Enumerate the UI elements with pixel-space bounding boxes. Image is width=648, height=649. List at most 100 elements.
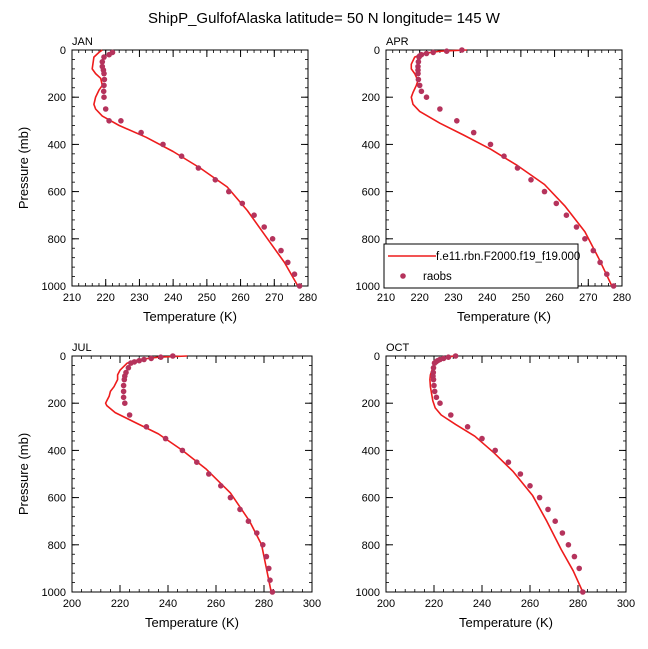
raobs-point [610,283,617,289]
raobs-point [437,400,443,407]
raobs-point [431,360,438,366]
raobs-point [160,141,166,148]
raobs-point [106,118,112,124]
raobs-point [545,506,551,513]
raobs-point [454,118,460,124]
plot-frame [385,355,627,593]
raobs-point [431,388,438,395]
x-tick-label: 220 [97,292,115,304]
y-tick-label: 800 [362,234,380,246]
raobs-point [487,141,494,148]
y-tick-label: 800 [48,540,66,552]
raobs-point [416,82,423,89]
x-tick-label: 200 [377,598,395,610]
raobs-point [237,506,243,513]
raobs-point [120,382,127,389]
y-tick-label: 800 [48,234,66,246]
y-tick-label: 600 [362,187,380,199]
raobs-point [136,357,142,364]
model-line [429,355,584,593]
raobs-point [479,435,485,442]
legend-raobs-marker [400,273,406,279]
x-tick-label: 210 [63,292,81,304]
y-tick-label: 0 [374,351,380,363]
raobs-point [464,424,471,430]
raobs-point [162,435,169,442]
x-tick-label: 300 [617,598,635,610]
raobs-point [580,589,586,595]
raobs-point [452,353,459,359]
raobs-point [261,224,268,230]
raobs-point [178,153,185,159]
y-tick-label: 1000 [42,587,66,599]
raobs-point [102,106,109,112]
panel-label: APR [386,36,409,48]
model-line [104,355,272,593]
raobs-point [423,50,430,57]
model-line [410,49,613,287]
plot-frame [71,355,313,593]
raobs-point [227,494,234,501]
raobs-point [565,542,572,548]
raobs-point [527,483,533,489]
raobs-point [101,94,107,100]
raobs-point [100,88,107,95]
x-tick-label: 240 [473,598,491,610]
raobs-point [445,354,452,361]
y-tick-label: 600 [48,493,66,505]
y-tick-label: 1000 [42,281,66,293]
x-tick-label: 280 [569,598,587,610]
raobs-point [552,518,558,524]
raobs-point [430,49,437,56]
raobs-point [492,447,499,454]
raobs-point [528,177,534,183]
raobs-point [125,365,132,371]
raobs-point [122,400,128,407]
y-tick-label: 200 [362,92,380,104]
raobs-point [604,271,610,278]
y-tick-label: 0 [374,45,380,57]
raobs-point [206,471,212,477]
raobs-point [597,259,603,266]
x-tick-label: 260 [545,292,563,304]
panel-label: JUL [72,342,92,354]
raobs-point [563,212,570,218]
raobs-point [126,412,133,418]
y-tick-label: 600 [48,187,66,199]
raobs-point [285,259,291,266]
raobs-point [148,355,154,362]
raobs-point [430,365,437,371]
raobs-point [218,483,224,489]
raobs-point [415,59,422,65]
raobs-point [459,47,465,53]
figure-title: ShipP_GulfofAlaska latitude= 50 N longit… [148,10,501,27]
plot-frame [71,49,309,287]
raobs-point [253,530,260,536]
raobs-point [470,129,477,136]
raobs-point [559,530,566,536]
x-axis-label: Temperature (K) [457,309,551,324]
y-tick-label: 0 [60,45,66,57]
x-tick-label: 240 [164,292,182,304]
raobs-point [267,577,273,583]
raobs-point [536,494,543,501]
raobs-point [505,459,512,466]
x-tick-label: 230 [130,292,148,304]
raobs-point [128,360,134,366]
x-tick-label: 200 [63,598,81,610]
raobs-point [541,188,548,195]
y-axis-label: Pressure (mb) [16,433,31,515]
legend: f.e11.rbn.F2000.f19_f19.000 raobs [383,243,580,289]
y-tick-label: 400 [362,139,380,151]
raobs-point [423,94,430,100]
raobs-point [138,129,144,136]
x-tick-label: 230 [444,292,462,304]
x-tick-label: 220 [111,598,129,610]
raobs-point [437,106,443,112]
raobs-point [278,247,284,254]
y-tick-label: 600 [362,493,380,505]
raobs-point [121,376,128,383]
raobs-point [120,388,127,395]
x-tick-label: 220 [425,598,443,610]
raobs-point [260,542,266,548]
